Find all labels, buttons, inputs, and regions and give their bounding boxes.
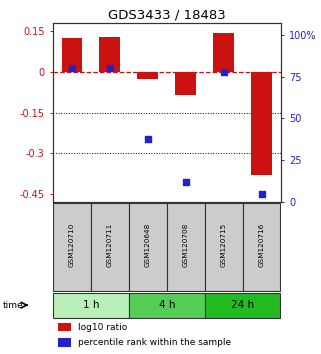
Text: 1 h: 1 h	[83, 300, 99, 310]
Text: percentile rank within the sample: percentile rank within the sample	[78, 338, 231, 347]
Bar	[100, 36, 120, 72]
Bar	[205, 293, 281, 318]
Point	[221, 69, 227, 74]
Bar	[243, 203, 281, 291]
Title: GDS3433 / 18483: GDS3433 / 18483	[108, 9, 226, 22]
Bar	[57, 323, 71, 331]
Bar	[213, 33, 234, 72]
Text: GSM120711: GSM120711	[107, 223, 113, 267]
Bar	[205, 203, 242, 291]
Point	[183, 179, 188, 185]
Point	[259, 191, 265, 196]
Bar	[57, 338, 71, 347]
Text: log10 ratio: log10 ratio	[78, 322, 127, 332]
Text: GSM120715: GSM120715	[221, 223, 227, 267]
Point	[69, 65, 74, 71]
Point	[107, 65, 113, 71]
Bar	[91, 203, 128, 291]
Bar	[129, 203, 167, 291]
Bar	[129, 293, 204, 318]
Text: GSM120708: GSM120708	[183, 223, 189, 267]
Bar	[53, 203, 91, 291]
Text: 24 h: 24 h	[231, 300, 255, 310]
Bar	[53, 293, 128, 318]
Text: time: time	[3, 301, 23, 310]
Text: GSM120710: GSM120710	[69, 223, 75, 267]
Point	[145, 136, 151, 141]
Bar	[62, 38, 82, 72]
Text: GSM120648: GSM120648	[145, 223, 151, 267]
Bar	[137, 72, 158, 79]
Text: GSM120716: GSM120716	[259, 223, 265, 267]
Text: 4 h: 4 h	[159, 300, 175, 310]
Bar	[251, 72, 272, 175]
Bar	[176, 72, 196, 95]
Bar	[167, 203, 204, 291]
